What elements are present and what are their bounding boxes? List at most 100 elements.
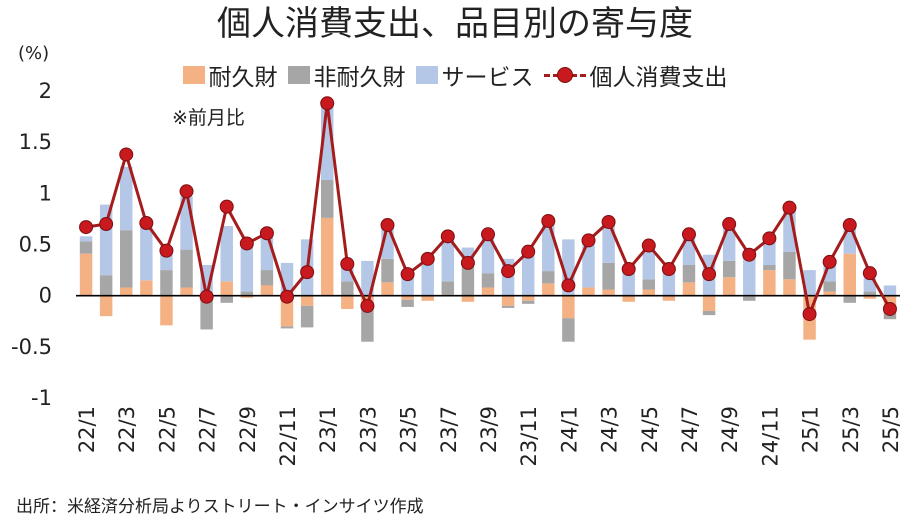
bar-segment-durables <box>240 295 254 298</box>
pce-point <box>722 217 737 232</box>
bar-segment-durables <box>642 289 656 296</box>
pce-point <box>541 213 556 228</box>
bar-segment-services <box>441 236 455 282</box>
bar-segment-nondurables <box>843 295 856 303</box>
x-tick-label: 22/3 <box>115 406 139 453</box>
x-tick-label: 25/1 <box>799 406 823 453</box>
x-tick-label: 25/3 <box>839 406 863 453</box>
legend: 耐久財 非耐久財 サービス 個人消費支出 <box>0 58 910 92</box>
x-tick-label: 23/11 <box>517 406 541 467</box>
bar-segment-nondurables <box>99 275 113 296</box>
pce-point <box>380 218 395 233</box>
bar-segment-nondurables <box>120 230 133 288</box>
bar-segment-nondurables <box>300 305 314 328</box>
bar-segment-durables <box>79 253 93 296</box>
bar-segment-nondurables <box>381 258 394 283</box>
bar-segment-nondurables <box>260 270 274 286</box>
pce-point <box>702 267 717 282</box>
bar-segment-durables <box>843 253 856 296</box>
x-tick-label: 24/5 <box>638 406 662 453</box>
legend-swatch-services <box>415 66 438 84</box>
bar-segment-services <box>220 226 233 282</box>
bar-segment-services <box>481 235 495 274</box>
pce-point <box>280 289 295 304</box>
bar-segment-durables <box>381 282 394 296</box>
pce-point <box>822 254 837 269</box>
bar-segment-nondurables <box>200 298 213 330</box>
bar-segment-services <box>240 243 254 292</box>
legend-item-durables: 耐久財 <box>182 58 278 92</box>
pce-point <box>159 243 174 258</box>
bar-segment-durables <box>863 295 877 299</box>
y-tick-label: 1.5 <box>19 130 52 154</box>
x-tick-label: 23/3 <box>356 406 380 453</box>
bar-segment-nondurables <box>642 279 656 290</box>
pce-point <box>99 217 114 232</box>
x-tick-label: 22/1 <box>75 406 99 453</box>
pce-point <box>762 231 777 246</box>
x-tick-label: 23/5 <box>397 406 421 453</box>
pce-point <box>481 227 495 242</box>
bar-segment-durables <box>682 282 696 296</box>
x-tick-label: 24/1 <box>557 406 581 453</box>
bar-segment-services <box>803 270 816 296</box>
bar-segment-durables <box>300 295 314 306</box>
bar-segment-durables <box>481 287 495 296</box>
bar-segment-services <box>582 240 595 288</box>
x-tick-label: 23/1 <box>316 406 340 453</box>
bar-segment-durables <box>260 285 274 296</box>
legend-item-nondurables: 非耐久財 <box>287 58 406 92</box>
bar-segment-nondurables <box>823 281 836 292</box>
bar-segment-durables <box>180 287 193 296</box>
pce-point <box>400 267 415 282</box>
pce-point <box>440 229 455 244</box>
pce-point <box>239 236 254 251</box>
pce-point <box>501 264 516 279</box>
bar-segment-services <box>642 245 656 280</box>
bar-segment-durables <box>401 295 414 300</box>
bar-segment-durables <box>341 295 354 309</box>
chart-title: 個人消費支出、品目別の寄与度 <box>217 4 693 44</box>
bar-segment-durables <box>521 295 535 301</box>
pce-point <box>259 226 274 241</box>
bar-segment-nondurables <box>763 264 776 271</box>
bar-segment-nondurables <box>682 264 696 283</box>
bar-segment-nondurables <box>401 299 414 307</box>
pce-point <box>782 200 797 215</box>
bar-segment-durables <box>562 295 575 319</box>
pce-point <box>179 184 194 199</box>
pce-point <box>119 147 134 162</box>
bar-segment-nondurables <box>180 249 193 288</box>
x-tick-label: 24/11 <box>758 406 782 467</box>
bar-segment-nondurables <box>341 281 354 296</box>
bar-segment-durables <box>280 295 294 327</box>
pce-point <box>420 251 435 266</box>
bar-segment-durables <box>582 287 595 296</box>
legend-label-nondurables: 非耐久財 <box>313 65 406 91</box>
y-tick-label: 2 <box>39 79 52 103</box>
bar-segment-nondurables <box>501 305 515 308</box>
pce-point <box>742 247 757 262</box>
pce-point <box>882 301 897 316</box>
pce-point <box>340 256 355 271</box>
bar-segment-durables <box>722 277 736 296</box>
bar-segment-durables <box>622 295 635 302</box>
x-tick-label: 23/7 <box>437 406 461 453</box>
bar-segment-nondurables <box>722 260 736 278</box>
bar-segment-durables <box>501 295 515 306</box>
bar-segment-nondurables <box>743 296 756 301</box>
bar-segment-services <box>99 204 113 276</box>
chart-note: ※前月比 <box>172 107 245 129</box>
pce-point <box>360 298 375 313</box>
bar-segment-durables <box>662 295 676 301</box>
bar-segment-nondurables <box>481 273 495 288</box>
x-tick-label: 22/11 <box>276 406 300 467</box>
legend-label-durables: 耐久財 <box>208 65 278 91</box>
pce-point <box>320 96 335 111</box>
bar-segment-nondurables <box>240 291 254 296</box>
bar-segment-services <box>361 260 374 296</box>
pce-point <box>199 289 214 304</box>
bar-segment-nondurables <box>160 270 173 296</box>
legend-marker-pce <box>543 65 586 85</box>
